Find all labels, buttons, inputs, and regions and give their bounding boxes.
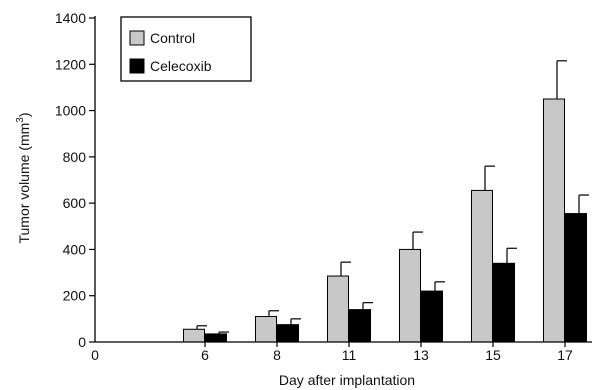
- bar-celecoxib: [494, 263, 515, 342]
- x-origin-label: 0: [91, 347, 99, 363]
- bar-control: [184, 329, 205, 342]
- bar-control: [256, 317, 277, 342]
- x-axis: 0 6 8 11 13 15 17: [91, 342, 592, 363]
- bar-celecoxib: [278, 325, 299, 342]
- y-tick-label: 1400: [55, 10, 86, 26]
- x-tick-label: 17: [557, 347, 573, 363]
- x-tick-label: 11: [342, 347, 357, 363]
- legend: Control Celecoxib: [121, 17, 251, 81]
- y-axis-title-close: ): [16, 112, 32, 117]
- x-tick-label: 6: [201, 347, 209, 363]
- y-axis-title-text: Tumor volume (mm: [16, 123, 32, 244]
- bar-control: [400, 249, 421, 342]
- y-axis-title: Tumor volume (mm3): [15, 112, 32, 243]
- legend-swatch-control: [130, 31, 144, 45]
- y-tick-label: 0: [78, 334, 86, 350]
- bar-celecoxib: [566, 214, 587, 342]
- bar-control: [472, 190, 493, 342]
- bar-control: [328, 276, 349, 342]
- plot-area: [184, 61, 590, 342]
- bar-control: [544, 99, 565, 342]
- y-tick-label: 1200: [55, 56, 86, 72]
- legend-label-control: Control: [150, 30, 195, 46]
- x-tick-label: 15: [485, 347, 501, 363]
- y-tick-label: 600: [63, 195, 87, 211]
- legend-label-celecoxib: Celecoxib: [150, 58, 212, 74]
- y-tick-label: 1000: [55, 103, 86, 119]
- bar-celecoxib: [206, 334, 227, 342]
- x-tick-label: 8: [273, 347, 281, 363]
- y-tick-label: 400: [63, 241, 87, 257]
- y-axis: 0 200 400 600 800 1000 1200 1400: [55, 10, 95, 350]
- bar-celecoxib: [422, 291, 443, 342]
- y-tick-label: 800: [63, 149, 87, 165]
- x-tick-label: 13: [413, 347, 429, 363]
- legend-swatch-celecoxib: [130, 59, 144, 73]
- x-axis-title: Day after implantation: [279, 372, 415, 388]
- bar-celecoxib: [350, 310, 371, 342]
- y-tick-label: 200: [63, 288, 87, 304]
